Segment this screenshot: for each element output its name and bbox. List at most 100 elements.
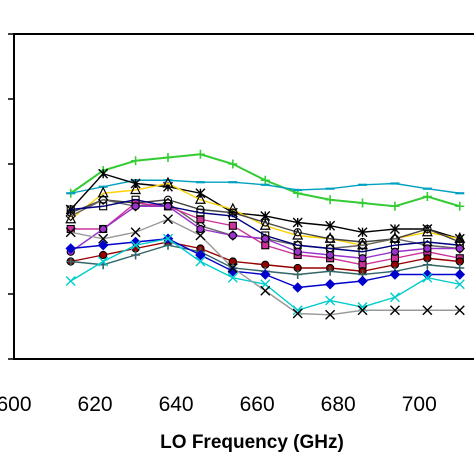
data-point (195, 230, 206, 241)
data-point (421, 225, 433, 237)
data-point (196, 208, 205, 217)
data-point (389, 233, 401, 245)
data-point (194, 192, 206, 204)
data-point (423, 244, 432, 253)
x-tick-labels: 600 620 640 660 680 700 (0, 393, 437, 416)
series-layer (65, 149, 466, 320)
data-point (389, 269, 401, 280)
data-point (131, 202, 140, 211)
data-point (455, 244, 464, 253)
data-point (130, 227, 141, 238)
data-point (292, 282, 303, 293)
data-point (324, 278, 336, 290)
axes (8, 33, 474, 360)
data-point (65, 210, 77, 222)
data-point (454, 279, 465, 290)
x-tick-label: 620 (78, 393, 113, 416)
data-point (454, 305, 465, 316)
x-tick-label: 600 (0, 393, 32, 416)
data-point (99, 202, 108, 211)
data-point (65, 227, 76, 238)
data-point (130, 236, 141, 248)
x-tick-label: 700 (402, 393, 437, 416)
data-point (357, 305, 368, 316)
data-point (422, 260, 432, 270)
data-point (195, 249, 206, 261)
data-point (162, 176, 174, 188)
data-point (227, 272, 238, 283)
data-point (195, 149, 205, 159)
data-point (98, 256, 109, 267)
data-point (163, 214, 173, 225)
data-point (130, 240, 141, 251)
data-point (325, 234, 335, 243)
data-point (454, 269, 466, 280)
data-point (65, 243, 77, 254)
series-13 (65, 233, 465, 316)
data-point (389, 305, 400, 316)
data-point (390, 201, 400, 211)
data-point (163, 153, 173, 162)
data-point (389, 292, 400, 303)
data-point (99, 195, 108, 204)
data-point (163, 233, 173, 244)
series-9 (66, 202, 464, 263)
data-point (261, 234, 270, 243)
data-point (292, 217, 303, 228)
data-point (195, 256, 206, 267)
data-point (228, 221, 237, 230)
data-point (228, 231, 237, 240)
data-point (66, 257, 76, 266)
data-point (131, 156, 141, 166)
data-point (390, 247, 400, 256)
data-point (261, 218, 270, 227)
data-point (260, 285, 271, 296)
data-point (98, 233, 109, 244)
data-point (325, 250, 335, 260)
plot-frame (13, 33, 474, 360)
data-point (99, 250, 108, 260)
data-point (97, 186, 109, 198)
x-tick-label: 640 (159, 393, 194, 416)
data-point (357, 275, 368, 287)
data-point (260, 175, 270, 185)
data-point (325, 309, 336, 320)
data-point (130, 183, 142, 195)
data-point (98, 168, 109, 179)
x-tick-label: 680 (321, 393, 356, 416)
data-point (228, 159, 238, 169)
data-point (66, 205, 75, 214)
data-point (422, 269, 433, 280)
data-point (259, 218, 271, 230)
data-point (227, 263, 238, 273)
data-point (131, 250, 141, 260)
data-point (259, 269, 271, 280)
data-point (97, 239, 109, 251)
data-point (292, 228, 304, 240)
data-point (358, 198, 368, 208)
data-point (455, 201, 465, 211)
data-point (293, 228, 302, 237)
data-point (325, 195, 335, 205)
data-point (422, 272, 433, 283)
x-tick-label: 660 (240, 393, 275, 416)
data-point (228, 211, 237, 221)
data-point (97, 194, 109, 206)
data-point (325, 220, 336, 231)
data-point (357, 239, 368, 251)
x-axis-title: LO Frequency (GHz) (160, 432, 344, 453)
data-point (390, 234, 400, 243)
data-point (292, 308, 303, 319)
data-point (163, 202, 173, 211)
data-point (423, 224, 432, 234)
data-point (293, 247, 302, 256)
data-point (357, 227, 368, 238)
data-point (65, 276, 76, 286)
data-point (358, 254, 367, 263)
data-point (196, 224, 205, 234)
data-point (422, 192, 432, 201)
data-point (293, 270, 303, 279)
data-point (196, 215, 205, 224)
data-point (325, 295, 336, 306)
data-point (99, 224, 108, 234)
